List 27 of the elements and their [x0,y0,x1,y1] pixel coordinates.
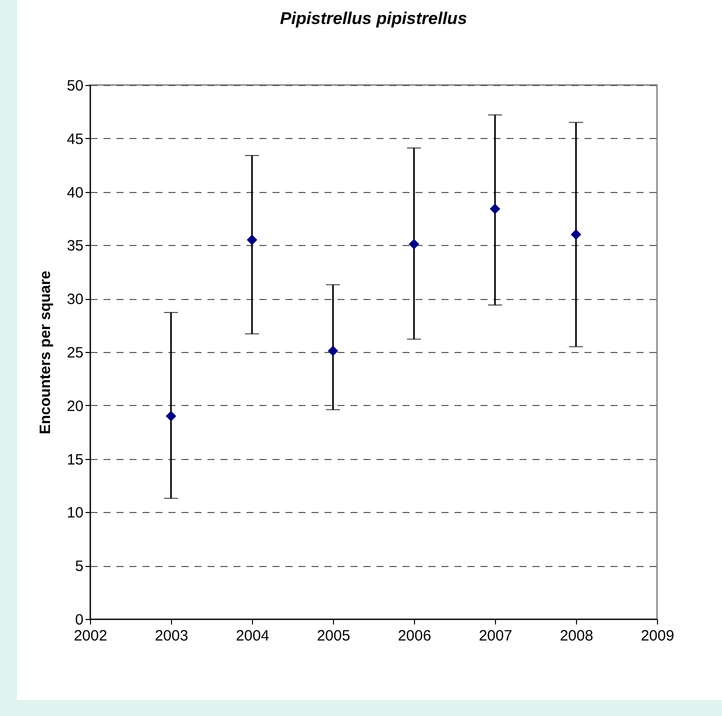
chart-title: Pipistrellus pipistrellus [280,9,468,28]
point [570,229,582,240]
y-tick-label: 40 [66,184,84,202]
y-tick-label: 10 [66,504,84,522]
x-tick-label: 2003 [154,628,188,644]
y-tick-label: 35 [66,238,84,255]
y-axis-title: Encounters per square [36,270,54,434]
x-tick-label: 2002 [74,628,108,644]
y-tick-label: 50 [66,78,84,94]
y-tick-label: 30 [66,291,84,308]
x-tick-label: 2007 [478,628,512,644]
y-tick-label: 15 [66,451,84,468]
x-tick-label: 2008 [560,628,594,644]
y-tick-label: 45 [66,130,84,148]
y-tick-label: 25 [66,344,84,362]
point [328,346,338,356]
x-tick-label: 2006 [398,628,432,644]
point [408,238,420,250]
y-tick-label: 5 [75,558,84,576]
x-tick-label: 2004 [236,628,270,644]
point [490,204,500,214]
y-tick-label: 0 [75,612,84,628]
point [246,234,258,246]
y-tick-label: 20 [66,398,84,415]
point [166,410,176,422]
x-tick-label: 2005 [316,628,350,644]
x-tick-label: 2009 [640,628,674,644]
